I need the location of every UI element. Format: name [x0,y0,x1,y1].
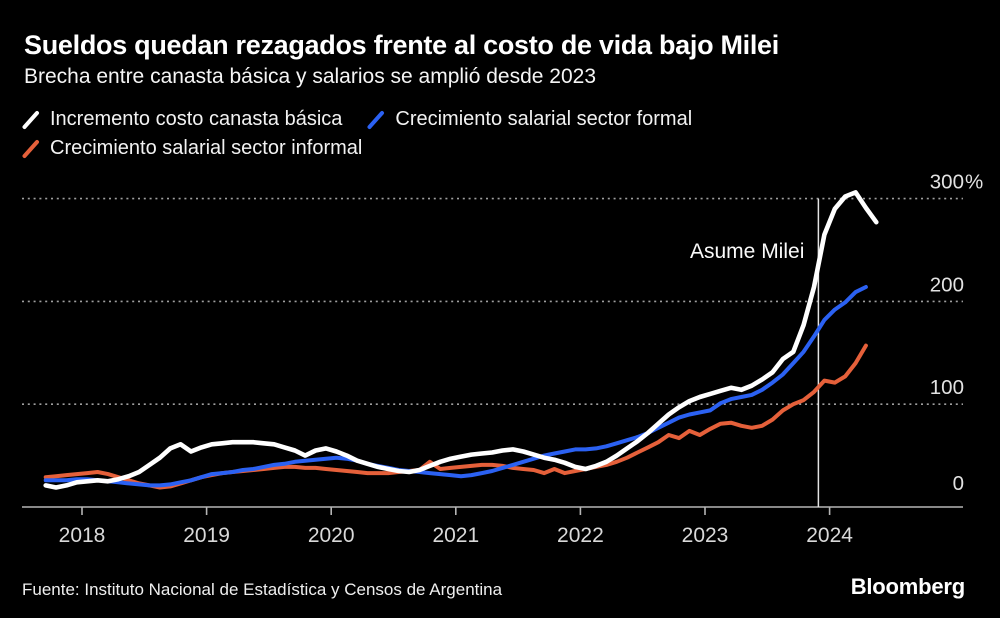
legend-label: Crecimiento salarial sector informal [50,137,363,159]
x-axis-label: 2018 [59,524,106,547]
x-axis-label: 2024 [806,524,853,547]
y-axis-label: 300 [930,171,964,194]
x-axis-label: 2020 [308,524,355,547]
legend-label: Crecimiento salarial sector formal [395,108,693,130]
x-axis-label: 2019 [183,524,230,547]
bloomberg-logo: Bloomberg [850,574,966,599]
slash-stroke [22,139,39,158]
y-axis-unit: % [965,171,983,194]
legend-item-salario-formal: Crecimiento salarial sector formal [366,108,692,131]
x-axis-label: 2023 [682,524,729,547]
chart-title: Sueldos quedan rezagados frente al costo… [24,30,779,60]
salario-informal-slash-icon [22,139,39,158]
x-axis-label: 2021 [432,524,479,547]
source-note: Fuente: Instituto Nacional de Estadístic… [22,580,503,599]
salario-formal-line [43,285,868,488]
legend-label: Incremento costo canasta básica [50,108,343,130]
y-axis-label: 0 [953,472,964,495]
slash-stroke [367,110,385,129]
legend-item-salario-informal: Crecimiento salarial sector informal [21,137,362,160]
canasta-basica-slash-icon [22,110,39,129]
salario-formal-slash-icon [367,110,385,129]
legend-item-canasta-basica: Incremento costo canasta básica [21,108,342,131]
milei-annotation-label: Asume Milei [690,240,804,263]
y-axis-label: 200 [930,273,964,296]
chart-subtitle: Brecha entre canasta básica y salarios s… [24,65,597,88]
legend-row-1: Incremento costo canasta básica Crecimie… [21,108,692,131]
x-axis-label: 2022 [557,524,604,547]
canasta-basica-line [43,190,879,490]
legend: Incremento costo canasta básica Crecimie… [21,108,692,160]
y-axis-label: 100 [930,376,964,399]
slash-stroke [22,110,39,129]
legend-row-2: Crecimiento salarial sector informal [21,137,692,160]
salario-informal-line [43,343,868,490]
